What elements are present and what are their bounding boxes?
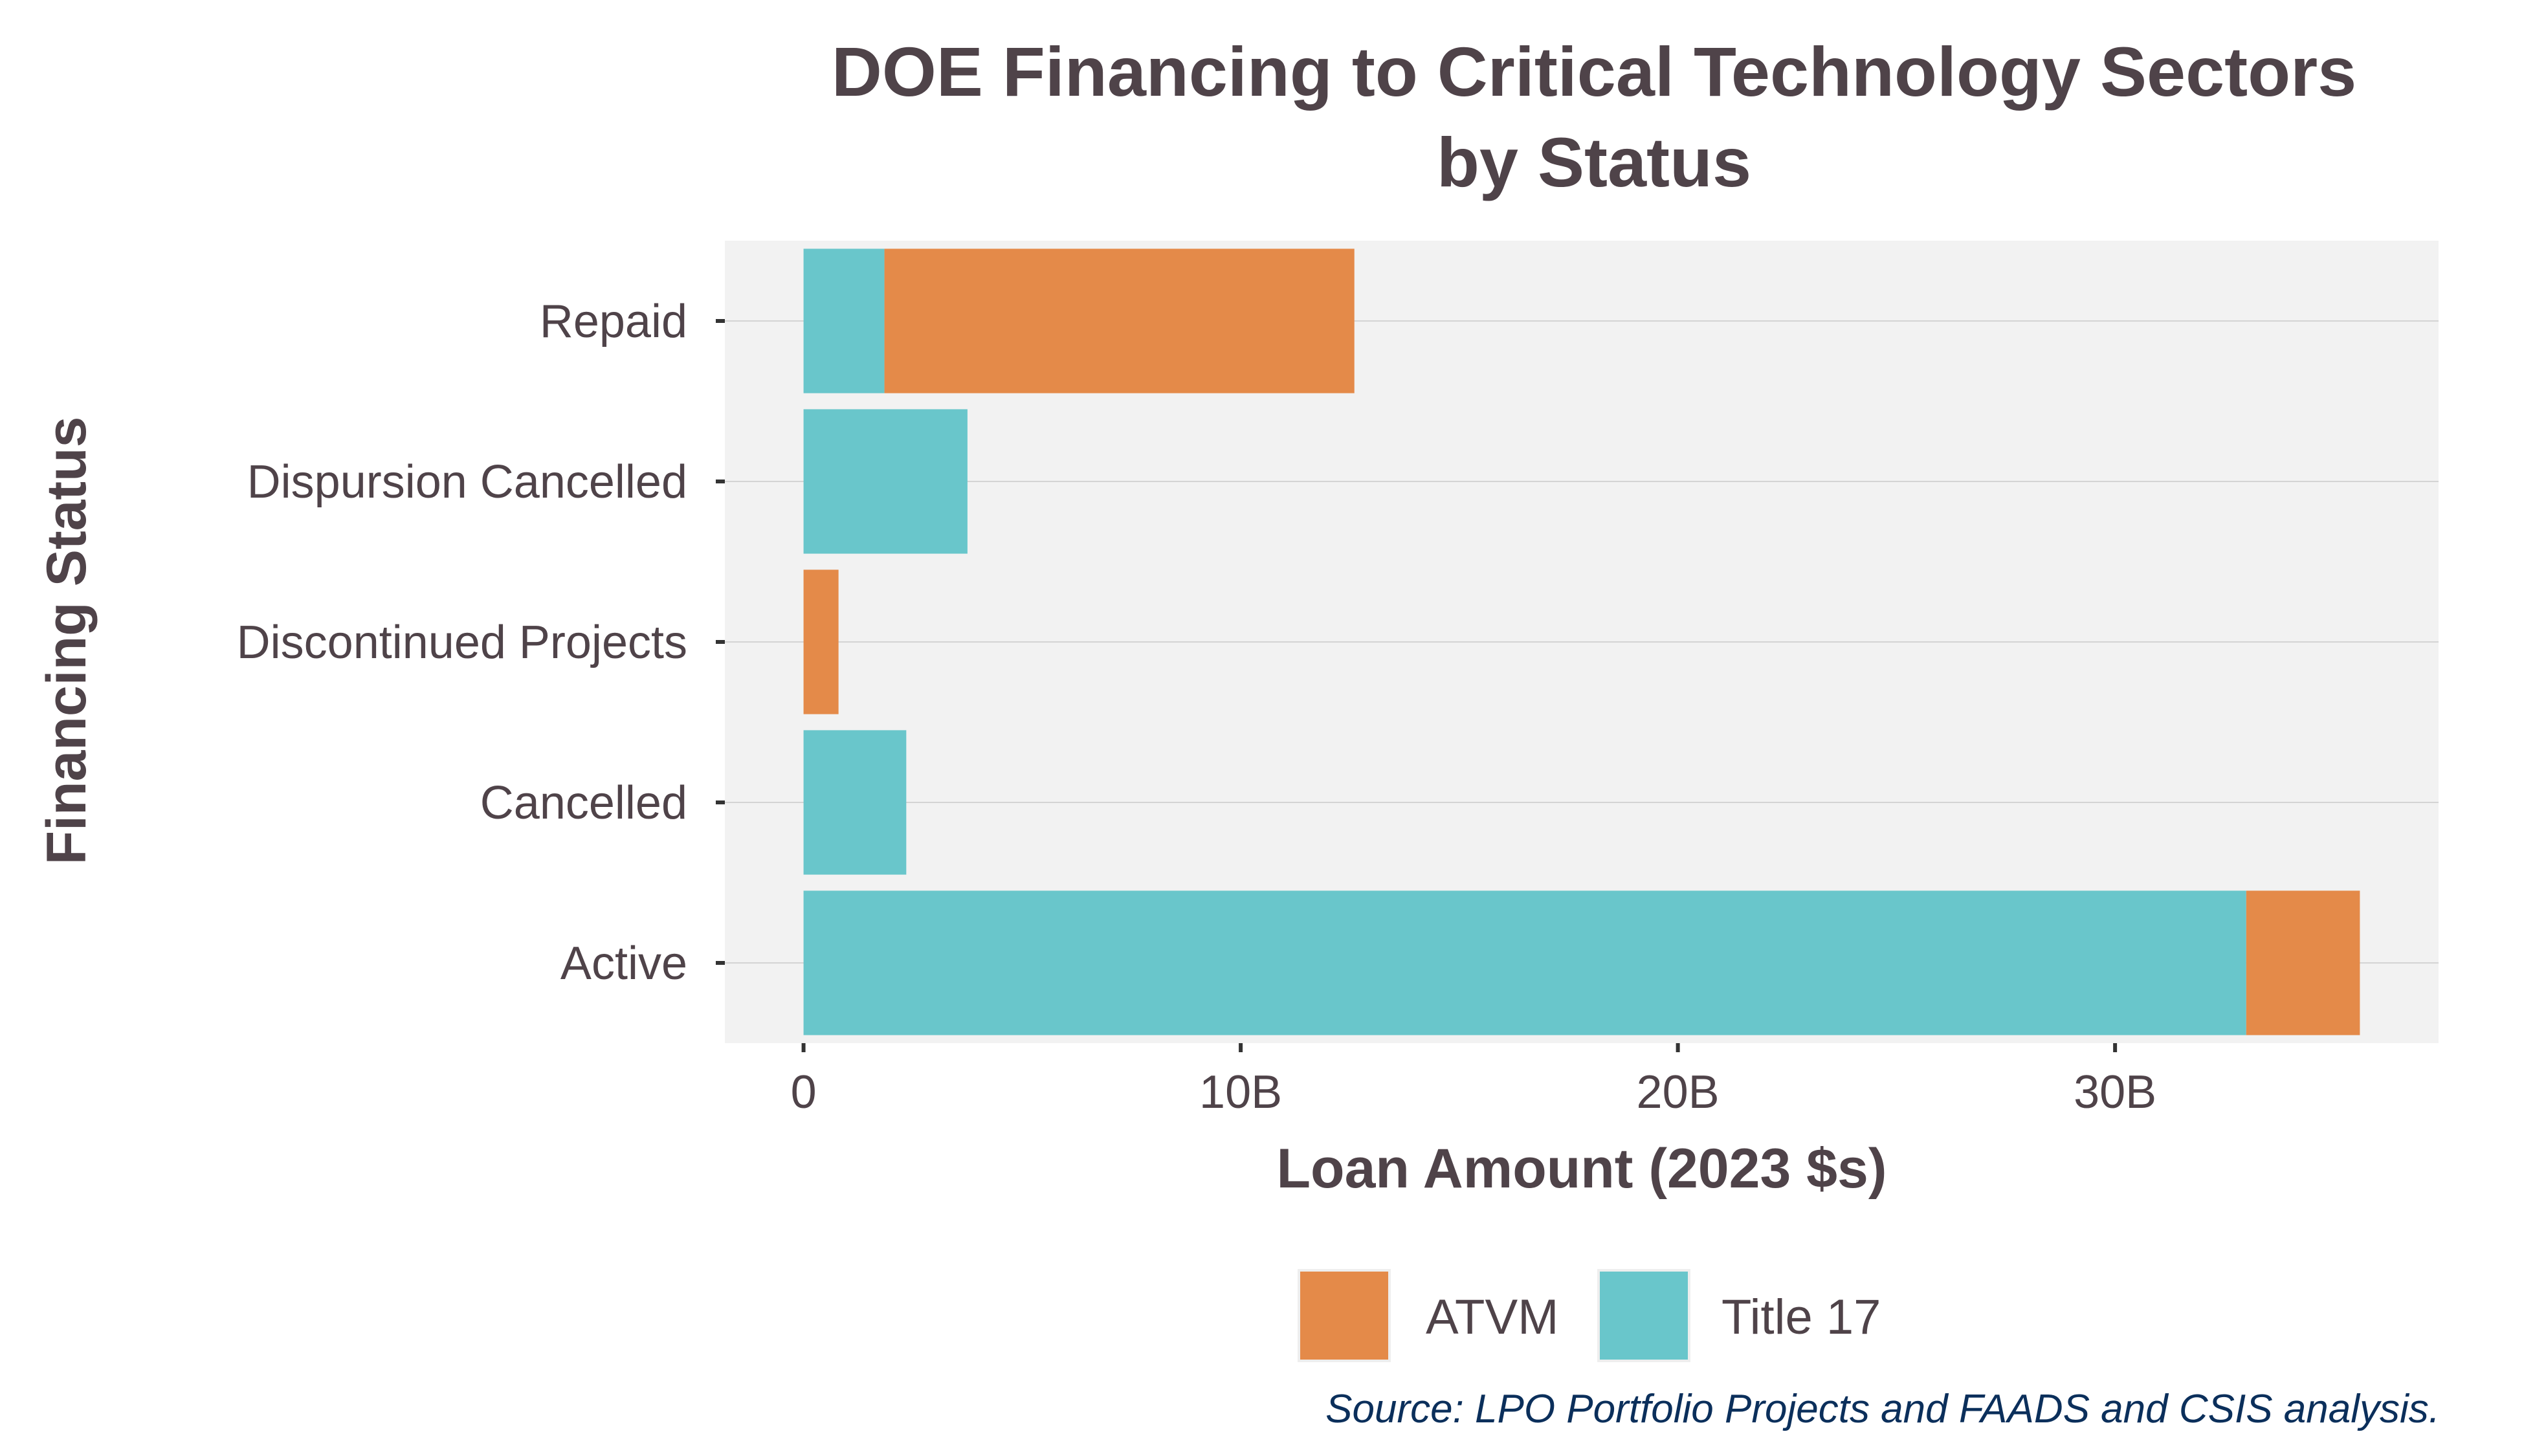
x-tick-label-3: 30B [2074, 1066, 2156, 1118]
bar-discontinued-projects-atvm [803, 569, 839, 714]
legend: ATVM Title 17 [1298, 1269, 1881, 1362]
chart-title-line-2: by Status [1437, 123, 1751, 201]
bar-active-title-17 [803, 890, 2246, 1035]
source-caption: Source: LPO Portfolio Projects and FAADS… [1325, 1387, 2440, 1431]
bar-active-atvm [2246, 890, 2360, 1035]
bars [803, 248, 2360, 1035]
bar-dispursion-cancelled-title-17 [803, 409, 968, 554]
y-tick-label-repaid: Repaid [540, 296, 687, 347]
legend-swatch-atvm [1298, 1269, 1391, 1362]
y-axis-ticks: Repaid Dispursion Cancelled Discontinued P… [237, 296, 725, 989]
y-tick-label-active: Active [560, 938, 687, 989]
x-tick-label-2: 20B [1637, 1066, 1720, 1118]
y-tick-label-dispursion-cancelled: Dispursion Cancelled [247, 456, 687, 508]
x-axis-title: Loan Amount (2023 $s) [1277, 1138, 1887, 1200]
x-tick-label-1: 10B [1199, 1066, 1282, 1118]
legend-swatch-title-17 [1597, 1269, 1690, 1362]
legend-label-title-17: Title 17 [1721, 1290, 1881, 1345]
y-tick-label-discontinued-projects: Discontinued Projects [237, 617, 687, 668]
y-axis-title: Financing Status [36, 417, 98, 865]
legend-label-atvm: ATVM [1426, 1290, 1558, 1345]
bar-repaid-title-17 [803, 248, 885, 393]
x-axis-ticks: 0 10B 20B 30B [791, 1043, 2156, 1118]
x-tick-label-0: 0 [791, 1066, 817, 1118]
bar-cancelled-title-17 [803, 730, 907, 875]
bar-repaid-atvm [884, 248, 1355, 393]
y-tick-label-cancelled: Cancelled [480, 777, 687, 829]
chart-title-line-1: DOE Financing to Critical Technology Sec… [832, 32, 2356, 111]
